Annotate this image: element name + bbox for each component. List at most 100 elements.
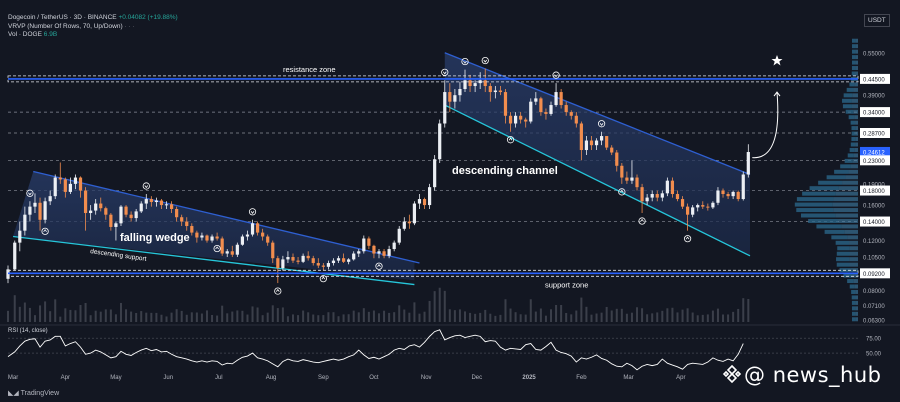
- volume-bar: [524, 314, 527, 322]
- levels-layer: resistance zone support zone: [7, 65, 859, 289]
- vp-bar-up: [851, 49, 856, 54]
- volume-bar: [302, 310, 305, 322]
- candle-body: [741, 174, 745, 200]
- time-tick-label: Nov: [421, 375, 432, 381]
- time-tick-label: Oct: [369, 375, 379, 381]
- volume-bar: [7, 310, 9, 322]
- volume-bar: [185, 314, 188, 322]
- volume-bar: [489, 313, 492, 322]
- volume-bar: [18, 306, 21, 322]
- volume-bar: [322, 315, 325, 322]
- candle-body: [159, 200, 164, 206]
- pivot-down-glyph: [599, 122, 604, 126]
- volume-bar: [155, 312, 158, 322]
- volume-bar: [79, 305, 82, 322]
- volume-bar: [140, 311, 143, 322]
- volume-bar: [276, 308, 279, 322]
- vp-bar-down: [853, 87, 858, 92]
- volume-bar: [23, 302, 26, 322]
- volume-bar: [686, 308, 689, 322]
- vp-bar-down: [855, 306, 858, 311]
- price-tick-label: 0.12000: [863, 239, 885, 245]
- vp-bar-down: [855, 317, 858, 322]
- volume-bar: [666, 308, 669, 322]
- pivot-down-icon: [441, 68, 449, 76]
- volume-bar: [716, 308, 719, 322]
- vp-bar-down: [854, 82, 858, 87]
- candle-body: [78, 177, 83, 191]
- vp-bar-up: [851, 71, 856, 76]
- pivot-up-glyph: [508, 137, 513, 141]
- candle-body: [38, 202, 42, 220]
- candle-body: [721, 190, 725, 195]
- chart-annotation: descending support: [90, 248, 147, 263]
- level-price-tag: [860, 155, 890, 166]
- volume-bar: [418, 313, 421, 322]
- volume-bar: [701, 314, 704, 322]
- pivot-up-icon: [213, 244, 221, 253]
- volume-bar: [534, 311, 537, 322]
- vp-bar-up: [851, 66, 856, 71]
- volume-bar: [747, 299, 750, 322]
- pivot-down-icon: [248, 208, 257, 216]
- vp-bar-down: [855, 300, 858, 305]
- vp-bar-up: [818, 180, 843, 185]
- vp-bar-up: [808, 218, 839, 223]
- candle-body: [680, 199, 685, 207]
- candle-body: [539, 98, 543, 113]
- candle-body: [180, 217, 184, 222]
- volume-bar: [347, 314, 350, 322]
- candle-body: [205, 235, 209, 241]
- candle-body: [149, 199, 153, 203]
- volume-bar: [216, 315, 219, 322]
- candle-body: [675, 194, 680, 200]
- candle-body: [58, 177, 62, 180]
- volume-bar: [39, 305, 42, 322]
- candle-body: [200, 235, 204, 238]
- vp-bar-up: [851, 126, 856, 131]
- candle-body: [443, 92, 447, 124]
- candle-body: [650, 194, 654, 198]
- vp-bar-down: [849, 262, 858, 267]
- volume-bar: [372, 310, 375, 322]
- pivot-down-glyph: [483, 59, 488, 63]
- vp-bar-down: [842, 180, 858, 185]
- candle-body: [215, 236, 219, 239]
- volume-bar: [433, 291, 436, 322]
- volume-bar: [114, 314, 117, 322]
- candle-body: [362, 238, 366, 252]
- volume-bar: [205, 310, 208, 322]
- vp-bar-up: [831, 235, 848, 240]
- currency-badge[interactable]: USDT: [864, 14, 890, 27]
- vp-bar-down: [849, 246, 858, 251]
- candle-body: [326, 263, 331, 267]
- pivot-arrows: [26, 55, 783, 295]
- tradingview-logo[interactable]: ◣◢ TradingView: [8, 389, 59, 397]
- volume-bar: [94, 310, 97, 322]
- volume-bar: [297, 315, 300, 322]
- volume-bar: [423, 311, 426, 322]
- volume-label[interactable]: Vol · DOGE: [8, 31, 42, 38]
- volume-bar: [84, 303, 87, 322]
- volume-bar: [109, 309, 112, 322]
- vp-bar-up: [849, 284, 855, 289]
- candle-body: [402, 221, 406, 229]
- candle-body: [210, 236, 214, 241]
- volume-bar: [59, 316, 62, 322]
- symbol-line[interactable]: Dogecoin / TetherUS · 3D · BINANCE: [8, 14, 117, 21]
- vrvp-label[interactable]: VRVP (Number Of Rows, 70, Up/Down): [8, 22, 123, 30]
- volume-bar: [170, 312, 173, 322]
- candle-body: [281, 259, 285, 269]
- vp-bar-up: [847, 153, 854, 158]
- volume-bar: [74, 310, 77, 322]
- candle-body: [392, 242, 396, 250]
- candle-body: [220, 238, 224, 254]
- vp-bar-down: [855, 131, 858, 136]
- candle-body: [584, 140, 589, 151]
- volume-bar: [286, 316, 289, 322]
- candle-body: [311, 258, 315, 264]
- wedge-resistance-line: [33, 170, 420, 264]
- candle-body: [483, 80, 487, 87]
- last-price-tag: [860, 146, 890, 157]
